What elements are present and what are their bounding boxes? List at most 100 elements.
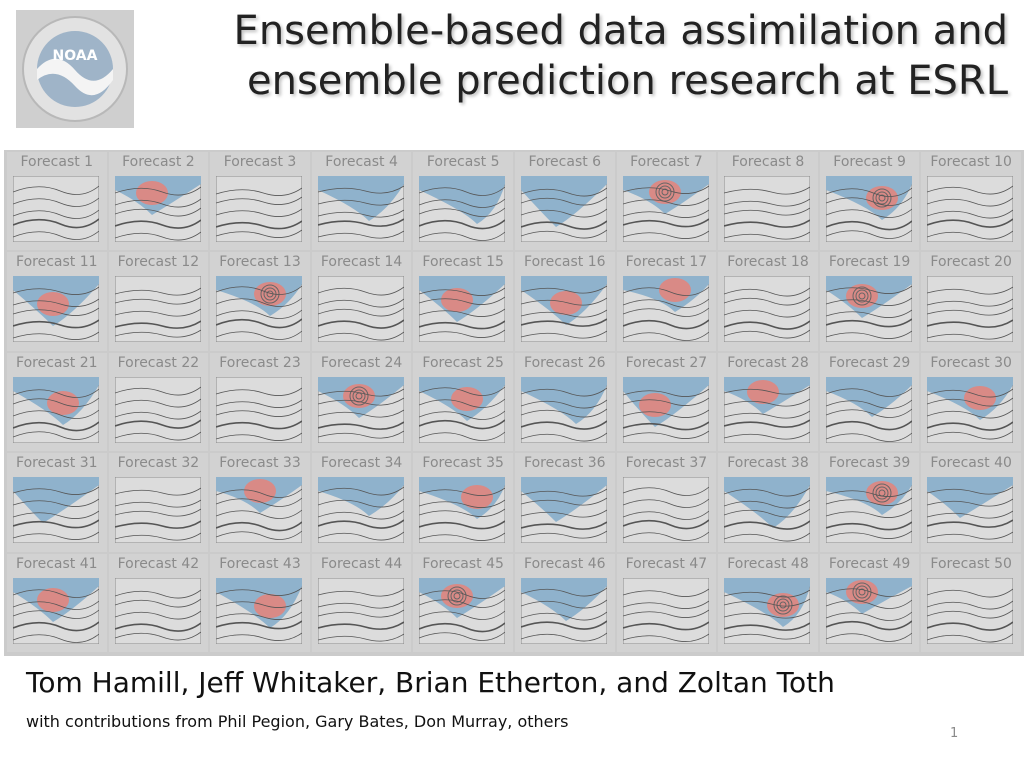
forecast-panel-grid: Forecast 1 Forecast 2 Forecast 3 Forecast 4… — [4, 150, 1024, 656]
forecast-map — [13, 276, 99, 343]
forecast-panel: Forecast 24 — [311, 352, 412, 452]
forecast-label: Forecast 47 — [625, 555, 708, 572]
forecast-label: Forecast 9 — [833, 154, 906, 170]
forecast-label: Forecast 20 — [930, 254, 1012, 271]
forecast-label: Forecast 32 — [117, 455, 200, 472]
forecast-map — [724, 176, 811, 242]
forecast-panel: Forecast 44 — [311, 553, 412, 652]
forecast-map — [520, 477, 607, 544]
forecast-label: Forecast 31 — [16, 455, 98, 472]
forecast-label: Forecast 10 — [930, 154, 1012, 170]
forecast-map — [216, 376, 303, 443]
forecast-map — [216, 276, 303, 343]
forecast-panel: Forecast 22 — [108, 352, 209, 452]
forecast-map — [13, 176, 99, 242]
forecast-map — [927, 376, 1014, 443]
forecast-map — [114, 276, 201, 343]
forecast-label: Forecast 22 — [117, 354, 200, 371]
forecast-panel: Forecast 9 — [819, 152, 920, 251]
forecast-grid: Forecast 1 Forecast 2 Forecast 3 Forecast 4… — [7, 152, 1021, 652]
forecast-label: Forecast 17 — [625, 254, 708, 271]
forecast-label: Forecast 39 — [828, 455, 911, 472]
forecast-panel: Forecast 38 — [718, 453, 818, 552]
forecast-label: Forecast 21 — [16, 354, 98, 371]
forecast-panel: Forecast 47 — [616, 553, 717, 652]
forecast-map — [825, 376, 912, 443]
forecast-map — [927, 176, 1014, 242]
forecast-panel: Forecast 40 — [921, 453, 1021, 552]
forecast-map — [520, 176, 607, 242]
forecast-label: Forecast 16 — [524, 254, 606, 271]
forecast-label: Forecast 3 — [223, 154, 297, 170]
forecast-map — [317, 477, 404, 544]
forecast-map — [317, 577, 404, 644]
forecast-panel: Forecast 32 — [108, 453, 209, 552]
forecast-map — [317, 376, 404, 443]
forecast-label: Forecast 30 — [930, 354, 1012, 371]
forecast-map — [216, 176, 303, 242]
forecast-label: Forecast 7 — [630, 154, 703, 170]
forecast-panel: Forecast 46 — [514, 553, 615, 652]
forecast-label: Forecast 42 — [117, 555, 200, 572]
forecast-label: Forecast 25 — [422, 354, 504, 371]
forecast-map — [520, 577, 607, 644]
forecast-map — [825, 477, 912, 544]
forecast-label: Forecast 50 — [930, 555, 1012, 572]
slide-title: Ensemble-based data assimilation and ens… — [188, 6, 1008, 106]
forecast-panel: Forecast 5 — [413, 152, 513, 251]
forecast-label: Forecast 12 — [117, 254, 200, 271]
forecast-label: Forecast 18 — [727, 254, 809, 271]
forecast-map — [622, 276, 709, 343]
forecast-panel: Forecast 29 — [819, 352, 920, 452]
forecast-label: Forecast 33 — [219, 455, 301, 472]
forecast-panel: Forecast 50 — [921, 553, 1021, 652]
forecast-map — [724, 376, 811, 443]
forecast-panel: Forecast 48 — [718, 553, 818, 652]
forecast-panel: Forecast 34 — [311, 453, 412, 552]
forecast-map — [114, 477, 201, 544]
forecast-label: Forecast 36 — [524, 455, 606, 472]
forecast-panel: Forecast 42 — [108, 553, 209, 652]
forecast-map — [114, 376, 201, 443]
forecast-map — [825, 577, 912, 644]
forecast-panel: Forecast 36 — [514, 453, 615, 552]
forecast-label: Forecast 11 — [16, 254, 98, 271]
forecast-label: Forecast 29 — [828, 354, 911, 371]
contributions: with contributions from Phil Pegion, Gar… — [26, 712, 569, 731]
forecast-panel: Forecast 27 — [616, 352, 717, 452]
forecast-panel: Forecast 11 — [7, 252, 107, 351]
forecast-map — [419, 577, 506, 644]
forecast-panel: Forecast 49 — [819, 553, 920, 652]
forecast-label: Forecast 28 — [727, 354, 809, 371]
forecast-label: Forecast 14 — [320, 254, 403, 271]
forecast-label: Forecast 23 — [219, 354, 301, 371]
forecast-label: Forecast 4 — [325, 154, 398, 170]
forecast-label: Forecast 2 — [122, 154, 195, 170]
title-line-1: Ensemble-based data assimilation and — [233, 8, 1008, 54]
title-line-2: ensemble prediction research at ESRL — [246, 58, 1008, 104]
forecast-panel: Forecast 16 — [514, 252, 615, 351]
forecast-label: Forecast 13 — [219, 254, 301, 271]
forecast-map — [724, 477, 811, 544]
forecast-panel: Forecast 33 — [210, 453, 310, 552]
forecast-map — [622, 577, 709, 644]
forecast-panel: Forecast 6 — [514, 152, 615, 251]
forecast-panel: Forecast 15 — [413, 252, 513, 351]
forecast-panel: Forecast 3 — [210, 152, 310, 251]
noaa-logo: NOAA — [16, 10, 134, 128]
forecast-panel: Forecast 14 — [311, 252, 412, 351]
forecast-panel: Forecast 2 — [108, 152, 209, 251]
forecast-map — [927, 276, 1014, 343]
forecast-map — [114, 577, 201, 644]
forecast-panel: Forecast 20 — [921, 252, 1021, 351]
forecast-label: Forecast 19 — [828, 254, 911, 271]
forecast-label: Forecast 44 — [320, 555, 403, 572]
forecast-map — [317, 276, 404, 343]
forecast-map — [419, 477, 506, 544]
forecast-panel: Forecast 45 — [413, 553, 513, 652]
forecast-label: Forecast 15 — [422, 254, 504, 271]
forecast-panel: Forecast 19 — [819, 252, 920, 351]
forecast-label: Forecast 6 — [528, 154, 602, 170]
forecast-map — [114, 176, 201, 242]
forecast-map — [927, 577, 1014, 644]
